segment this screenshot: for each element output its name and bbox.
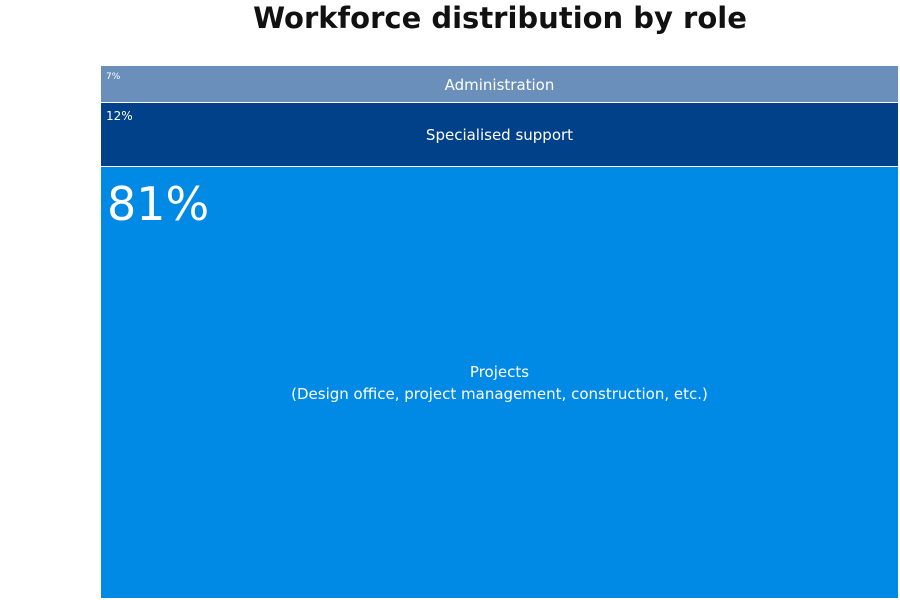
chart-title: Workforce distribution by role [253,1,747,35]
segment-label-line: Specialised support [425,126,574,144]
segment-label-line: (Design office, project management, cons… [291,385,708,403]
chart-area: 7% Administration 12% Specialised support 81… [101,66,898,598]
segment-category-label: Administration [101,74,898,96]
segment-percent-label: 81% [107,177,210,231]
segment-label-line: Administration [444,76,555,94]
segment-category-label: Projects (Design office, project manageme… [101,361,898,405]
segment-2: 81% Projects (Design office, project manag… [101,167,898,598]
segment-1: 12% Specialised support [101,103,898,167]
segment-label-line: Projects [469,363,530,381]
segment-0: 7% Administration [101,66,898,103]
segment-percent-label: 12% [106,109,133,123]
segment-category-label: Specialised support [101,124,898,146]
segment-percent-label: 7% [106,72,121,82]
